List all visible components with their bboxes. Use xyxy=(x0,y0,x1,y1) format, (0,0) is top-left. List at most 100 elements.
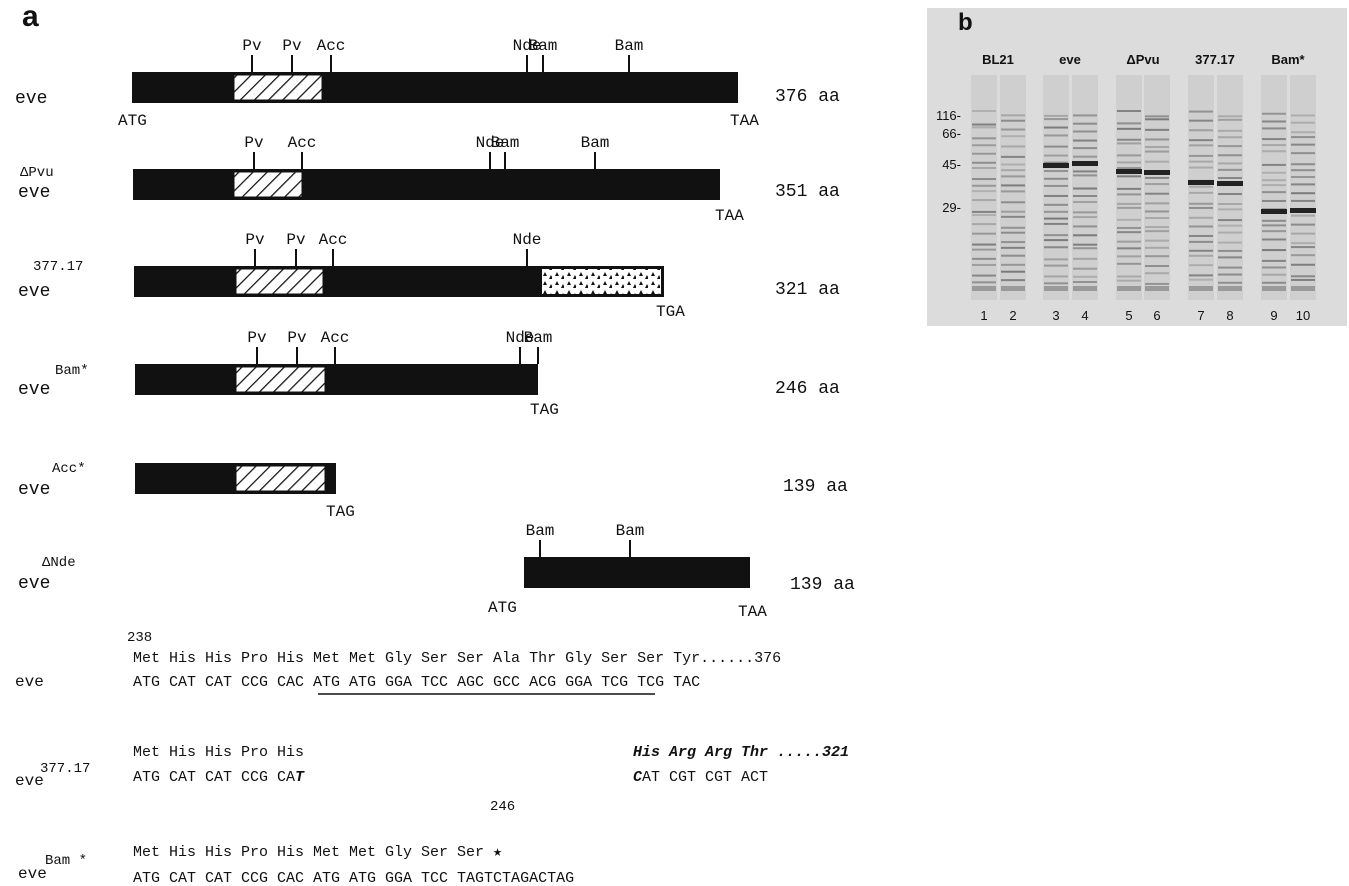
band xyxy=(1145,183,1169,185)
band xyxy=(1001,271,1025,273)
panel-label: b xyxy=(958,9,973,36)
band xyxy=(1218,282,1242,284)
band xyxy=(1218,115,1242,117)
band xyxy=(1291,286,1315,291)
band xyxy=(1117,128,1141,130)
band xyxy=(1001,114,1025,116)
band xyxy=(1145,240,1169,242)
band xyxy=(1262,220,1286,222)
site-label: Acc xyxy=(319,231,348,249)
band xyxy=(1044,155,1068,157)
lane xyxy=(1000,75,1026,300)
band xyxy=(1001,241,1025,243)
site-label: Bam xyxy=(581,134,610,152)
band xyxy=(1117,241,1141,243)
band xyxy=(1189,139,1213,141)
site-label: Pv xyxy=(282,37,302,55)
strong-band xyxy=(1261,209,1287,214)
band xyxy=(1218,274,1242,276)
band xyxy=(1073,140,1097,142)
lane xyxy=(971,75,997,300)
band xyxy=(1189,120,1213,122)
band xyxy=(1145,202,1169,204)
band xyxy=(1189,155,1213,157)
band xyxy=(1145,247,1169,249)
band xyxy=(1145,255,1169,257)
lane xyxy=(1072,75,1098,300)
band xyxy=(1262,200,1286,202)
band xyxy=(1189,241,1213,243)
band xyxy=(1291,114,1315,116)
band xyxy=(1189,250,1213,252)
band xyxy=(972,190,996,192)
band xyxy=(1044,170,1068,172)
band xyxy=(972,144,996,146)
band xyxy=(1001,264,1025,266)
band xyxy=(972,110,996,112)
band xyxy=(1145,230,1169,232)
band xyxy=(1145,272,1169,274)
site-label: Acc xyxy=(321,329,350,347)
length: 139 aa xyxy=(790,575,855,595)
band xyxy=(1262,120,1286,122)
construct-superscript: ΔNde xyxy=(42,555,76,571)
stop-codon: TAG xyxy=(530,401,559,419)
band xyxy=(1189,279,1213,281)
band xyxy=(1189,192,1213,194)
fusion-protein: His Arg Arg Thr .....321 xyxy=(633,744,849,761)
stop-codon: TAA xyxy=(715,207,744,225)
band xyxy=(1291,215,1315,217)
band xyxy=(1291,131,1315,133)
band xyxy=(1218,169,1242,171)
construct-name: eve xyxy=(18,480,50,500)
band xyxy=(1189,203,1213,205)
band xyxy=(1145,146,1169,148)
band xyxy=(972,199,996,201)
band xyxy=(1218,193,1242,195)
band xyxy=(1117,161,1141,163)
band xyxy=(1189,264,1213,266)
dna-part: ATG CAT CAT CCG CAC ATG ATG GGA TCC TAGT… xyxy=(133,870,574,886)
lane-number: 2 xyxy=(1009,308,1016,323)
homeodomain xyxy=(236,466,325,491)
protein-bar xyxy=(133,169,720,200)
band xyxy=(1044,178,1068,180)
band xyxy=(1117,219,1141,221)
band xyxy=(1117,139,1141,141)
band xyxy=(1044,246,1068,248)
band xyxy=(1218,219,1242,221)
band xyxy=(1189,286,1213,291)
site-label: Acc xyxy=(317,37,346,55)
band xyxy=(1117,231,1141,233)
band xyxy=(1262,249,1286,251)
band xyxy=(1001,247,1025,249)
band xyxy=(1044,195,1068,197)
band xyxy=(1291,224,1315,226)
band xyxy=(1117,207,1141,209)
lane-group: ΔPvu xyxy=(1126,52,1159,67)
marker-label: 45- xyxy=(942,157,961,172)
band xyxy=(1073,156,1097,158)
band xyxy=(1001,164,1025,166)
lane-group: BL21 xyxy=(982,52,1014,67)
band xyxy=(1262,179,1286,181)
dna-part: ATG CAT CAT CCG CA xyxy=(133,769,295,786)
sequence-name: eve xyxy=(15,673,44,691)
band xyxy=(1291,169,1315,171)
band xyxy=(1044,218,1068,220)
band xyxy=(972,167,996,169)
band xyxy=(1189,144,1213,146)
dna-part: AT CGT CGT ACT xyxy=(642,769,768,786)
panel-label: a xyxy=(22,0,39,33)
lane-number: 8 xyxy=(1226,308,1233,323)
sequence-superscript: 377.17 xyxy=(40,761,90,777)
band xyxy=(1189,255,1213,257)
band xyxy=(1044,265,1068,267)
band xyxy=(1044,115,1068,117)
band xyxy=(1145,265,1169,267)
lane-number: 6 xyxy=(1153,308,1160,323)
site-label: Pv xyxy=(287,329,307,347)
residue-number: 238 xyxy=(127,630,152,646)
site-label: Bam xyxy=(526,522,555,540)
band xyxy=(1291,233,1315,235)
